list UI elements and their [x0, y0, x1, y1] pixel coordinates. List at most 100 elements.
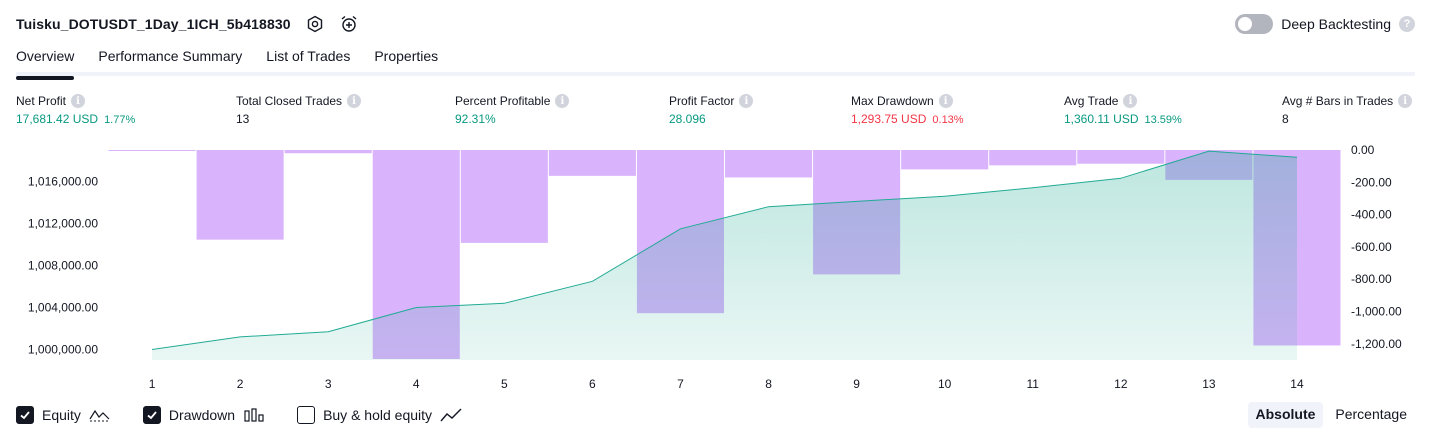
drawdown-bars-icon — [243, 407, 265, 423]
x-tick-label: 13 — [1202, 377, 1216, 391]
drawdown-option[interactable]: Drawdown — [142, 406, 265, 424]
left-tick-label: 1,012,000.00 — [28, 217, 98, 231]
metric-value: 92.31% — [455, 112, 496, 126]
metric-value: 1,360.11 USD — [1064, 112, 1139, 126]
drawdown-bar — [548, 150, 636, 176]
drawdown-checkbox[interactable] — [142, 406, 161, 424]
strategy-name: Tuisku_DOTUSDT_1Day_1ICH_5b418830 — [16, 16, 291, 32]
buy-hold-option[interactable]: Buy & hold equity — [297, 406, 462, 424]
deep-backtesting-toggle[interactable] — [1235, 14, 1274, 34]
info-icon[interactable]: i — [938, 94, 953, 108]
left-tick-label: 1,016,000.00 — [28, 175, 98, 189]
equity-label: Equity — [42, 407, 81, 423]
deep-backtesting: Deep Backtesting ? — [1235, 12, 1415, 36]
metric-percent-profitable: Percent Profitable i 92.31% — [455, 92, 570, 130]
toggle-knob — [1238, 17, 1253, 31]
metric-percent: 13.59% — [1144, 114, 1182, 126]
tab-list-of-trades[interactable]: List of Trades — [266, 48, 351, 64]
metric-label: Total Closed Trades — [236, 94, 343, 108]
right-tick-label: -1,000.00 — [1351, 305, 1402, 319]
drawdown-bar — [108, 150, 196, 151]
x-tick-label: 12 — [1114, 377, 1128, 391]
drawdown-bar — [901, 150, 989, 170]
chart-options: Equity Drawdown Buy & hold equity Absolu… — [16, 402, 1415, 428]
scale-mode-toggle: Absolute Percentage — [1247, 402, 1416, 428]
x-tick-label: 6 — [589, 377, 596, 391]
tab-properties[interactable]: Properties — [374, 48, 439, 64]
metric-profit-factor: Profit Factor i 28.096 — [669, 92, 754, 130]
drawdown-label: Drawdown — [168, 407, 236, 423]
x-tick-label: 14 — [1290, 377, 1304, 391]
buy-hold-checkbox[interactable] — [297, 406, 316, 424]
absolute-button[interactable]: Absolute — [1247, 402, 1324, 428]
equity-line — [151, 150, 1298, 350]
info-icon[interactable]: i — [555, 94, 570, 108]
metric-avg-trade: Avg Trade i 1,360.11 USD 13.59% — [1064, 92, 1182, 130]
equity-area — [151, 150, 1298, 360]
right-tick-label: -800.00 — [1351, 272, 1392, 286]
tab-bar: Overview Performance Summary List of Tra… — [16, 44, 1415, 80]
right-tick-label: -200.00 — [1351, 175, 1392, 189]
right-tick-label: -400.00 — [1351, 208, 1392, 222]
deep-backtesting-label: Deep Backtesting — [1281, 16, 1391, 32]
tab-performance-summary[interactable]: Performance Summary — [98, 48, 243, 64]
drawdown-bar — [989, 150, 1077, 166]
equity-area-fill — [152, 151, 1297, 360]
metric-value: 8 — [1282, 112, 1289, 126]
x-tick-label: 5 — [501, 377, 508, 391]
metric-label: Max Drawdown — [851, 94, 934, 108]
drawdown-bar — [1077, 150, 1165, 164]
equity-checkbox[interactable] — [16, 406, 34, 424]
alarm-clock-plus-icon[interactable] — [339, 14, 359, 34]
right-axis: 0.00 -200.00 -400.00 -600.00 -800.00 -1,000.0… — [1351, 143, 1402, 351]
equity-line-icon — [89, 407, 111, 423]
left-tick-label: 1,008,000.00 — [28, 259, 98, 273]
help-icon[interactable]: ? — [1399, 16, 1415, 32]
left-tick-label: 1,000,000.00 — [28, 343, 98, 357]
info-icon[interactable]: i — [347, 94, 362, 108]
gear-hexagon-icon[interactable] — [305, 14, 325, 34]
metric-label: Avg Trade — [1064, 94, 1119, 108]
x-tick-label: 9 — [853, 377, 860, 391]
left-tick-label: 1,004,000.00 — [28, 301, 98, 315]
metric-value: 17,681.42 USD — [16, 112, 99, 126]
metric-label: Percent Profitable — [455, 94, 551, 108]
drawdown-bar — [460, 150, 548, 243]
metric-total-closed-trades: Total Closed Trades i 13 — [236, 92, 362, 130]
equity-option[interactable]: Equity — [16, 406, 111, 424]
metric-value: 13 — [236, 112, 250, 126]
info-icon[interactable]: i — [1123, 94, 1138, 108]
metric-percent: 0.13% — [932, 114, 964, 126]
metric-label: Net Profit — [16, 94, 67, 108]
x-tick-label: 1 — [149, 377, 156, 391]
strategy-header: Tuisku_DOTUSDT_1Day_1ICH_5b418830 — [16, 12, 359, 36]
buy-hold-label: Buy & hold equity — [323, 407, 433, 423]
info-icon[interactable]: i — [739, 94, 754, 108]
x-tick-label: 2 — [237, 377, 244, 391]
metric-label: Profit Factor — [669, 94, 735, 108]
right-tick-label: 0.00 — [1351, 143, 1375, 157]
metric-value: 1,293.75 USD — [851, 112, 927, 126]
drawdown-bar — [725, 150, 813, 178]
metrics-row: Net Profit i 17,681.42 USD 1.77% Total Clo… — [16, 92, 1415, 132]
x-tick-label: 3 — [325, 377, 332, 391]
percentage-button[interactable]: Percentage — [1335, 406, 1407, 422]
drawdown-bar — [284, 150, 372, 154]
x-tick-label: 11 — [1027, 377, 1040, 391]
left-axis: 1,016,000.00 1,012,000.00 1,008,000.00 1,00… — [28, 175, 98, 357]
metric-value: 28.096 — [669, 112, 706, 126]
metric-avg-bars: Avg # Bars in Trades i 8 — [1282, 92, 1413, 130]
metric-net-profit: Net Profit i 17,681.42 USD 1.77% — [16, 92, 135, 130]
metric-max-drawdown: Max Drawdown i 1,293.75 USD 0.13% — [851, 92, 964, 130]
right-tick-label: -1,200.00 — [1351, 337, 1402, 351]
info-icon[interactable]: i — [1398, 94, 1413, 108]
equity-drawdown-chart[interactable]: 1,016,000.00 1,012,000.00 1,008,000.00 1,00… — [0, 140, 1431, 395]
info-icon[interactable]: i — [71, 94, 86, 108]
drawdown-bar — [196, 150, 284, 240]
x-tick-label: 8 — [765, 377, 772, 391]
x-axis: 1 2 3 4 5 6 7 8 9 10 11 12 13 14 — [149, 377, 1304, 391]
x-tick-label: 4 — [413, 377, 420, 391]
right-tick-label: -600.00 — [1351, 240, 1392, 254]
tab-overview[interactable]: Overview — [16, 44, 75, 80]
x-tick-label: 7 — [677, 377, 684, 391]
